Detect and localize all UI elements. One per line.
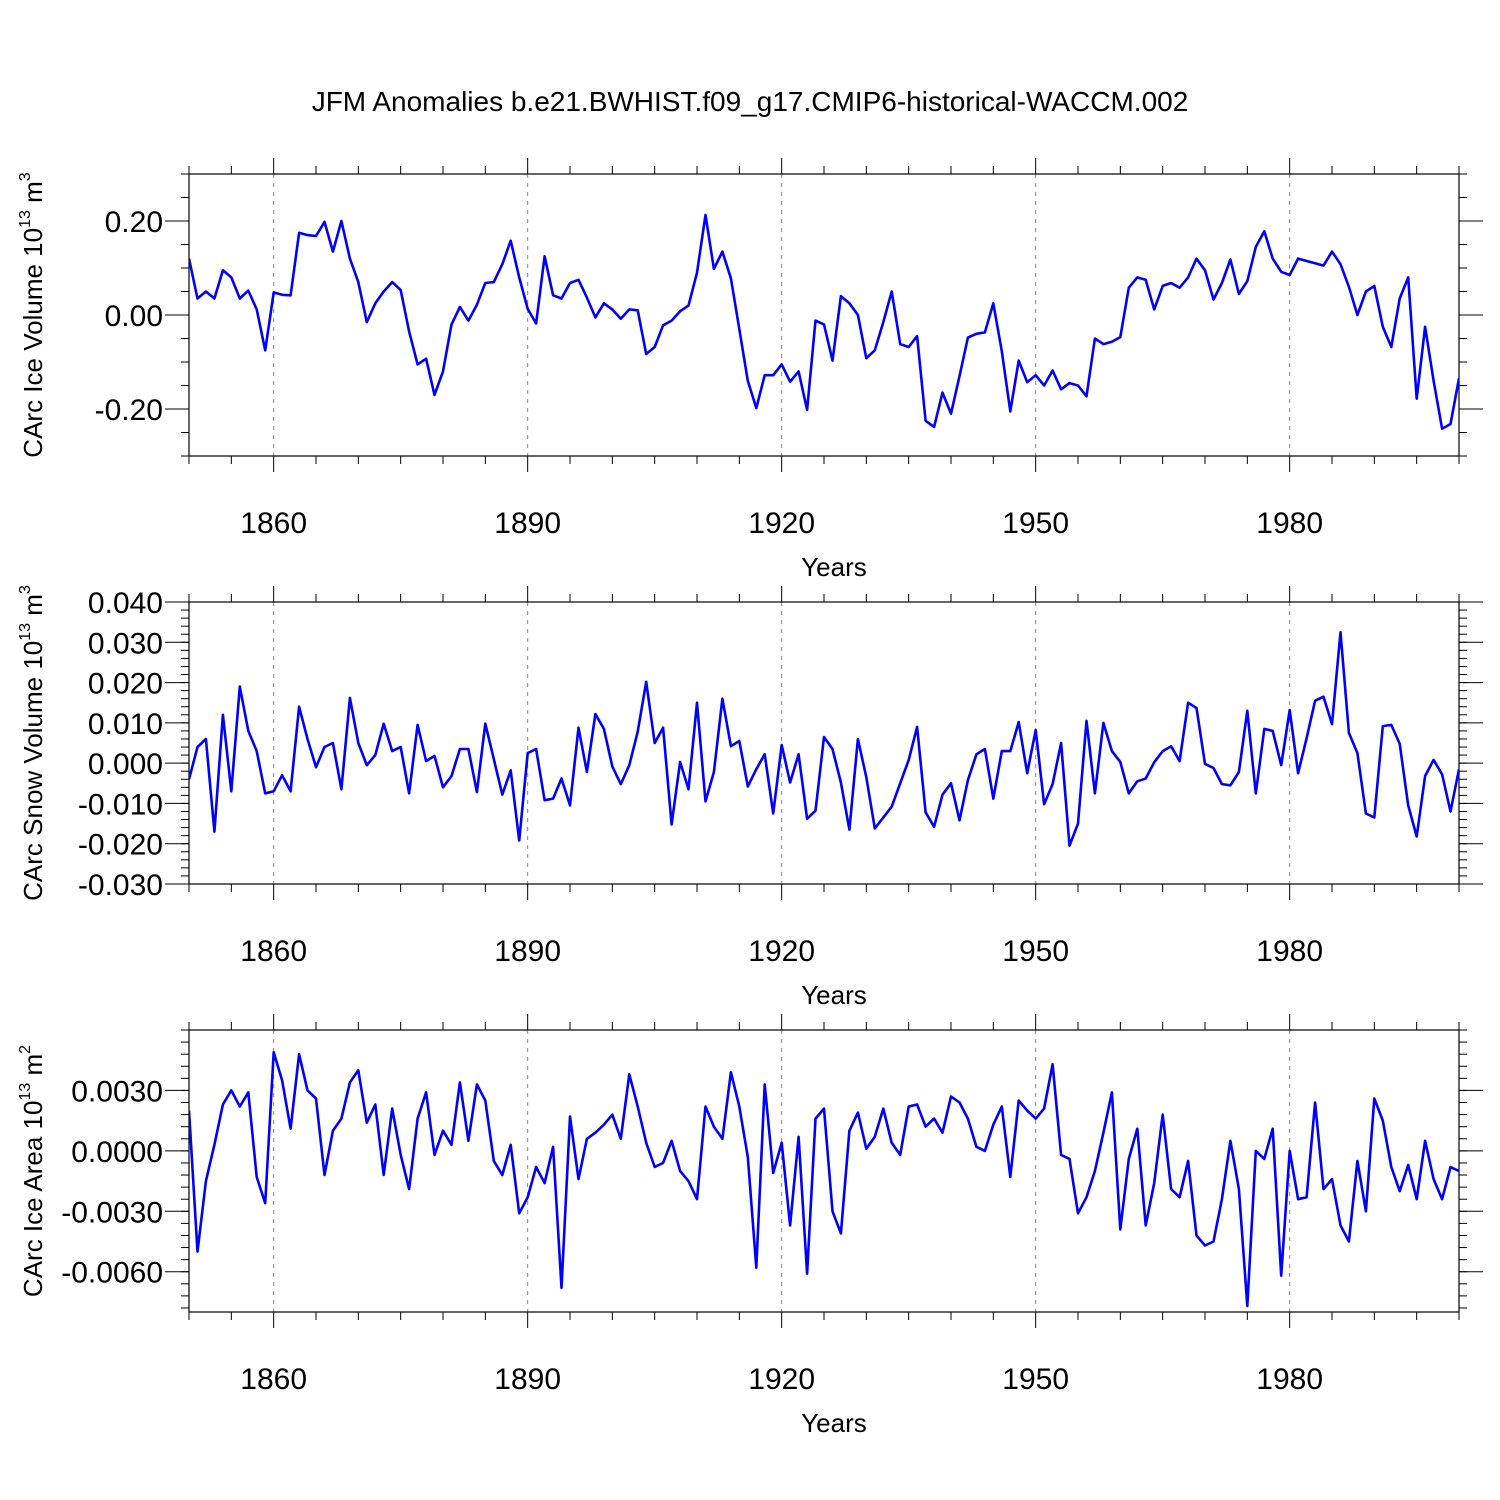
y-tick-label: 0.000 — [88, 748, 163, 781]
x-axis-label: Years — [801, 552, 867, 582]
x-tick-label: 1920 — [748, 935, 815, 968]
x-tick-label: 1920 — [748, 507, 815, 540]
x-axis-label: Years — [801, 980, 867, 1010]
chart-panel-2: 1860 1890 1920 1950 1980 0.040 0.030 0.020 0.010… — [17, 585, 1483, 1010]
x-tick-label: 1950 — [1002, 1363, 1069, 1396]
y-tick-label: -0.0030 — [61, 1196, 163, 1229]
series-line-2 — [189, 630, 1459, 848]
y-tick-label: -0.010 — [78, 788, 163, 821]
y-tick-label: -0.20 — [95, 394, 163, 427]
x-tick-label: 1980 — [1256, 507, 1323, 540]
figure-title: JFM Anomalies b.e21.BWHIST.f09_g17.CMIP6… — [312, 86, 1189, 117]
x-tick-label: 1890 — [494, 1363, 561, 1396]
y-tick-label: 0.010 — [88, 708, 163, 741]
y-tick-label: 0.0000 — [71, 1136, 163, 1169]
x-tick-label: 1950 — [1002, 507, 1069, 540]
y-tick-label: 0.030 — [88, 627, 163, 660]
x-tick-label: 1950 — [1002, 935, 1069, 968]
x-tick-label: 1860 — [240, 935, 307, 968]
y-tick-label: -0.0060 — [61, 1257, 163, 1290]
plot-frame — [188, 173, 1460, 457]
y-tick-label: 0.040 — [88, 587, 163, 620]
y-tick-label: 0.0030 — [71, 1075, 163, 1108]
y-axis-label: CArc Ice Area 1013 m2 — [17, 1045, 48, 1297]
y-tick-label: -0.020 — [78, 829, 163, 862]
x-tick-label: 1890 — [494, 507, 561, 540]
chart-panel-1: 1860 1890 1920 1950 1980 0.20 0.00 -0.20 Years CA… — [17, 158, 1483, 582]
y-axis-label: CArc Ice Volume 1013 m3 — [17, 172, 48, 457]
series-line-1 — [189, 213, 1459, 431]
x-axis-label: Years — [801, 1408, 867, 1438]
x-tick-label: 1890 — [494, 935, 561, 968]
plot-frame — [188, 1029, 1460, 1313]
y-tick-label: -0.030 — [78, 869, 163, 902]
chart-panel-3: 1860 1890 1920 1950 1980 0.0030 0.0000 -0.0030 -… — [17, 1014, 1483, 1438]
series-line-3 — [189, 1050, 1459, 1308]
y-tick-label: 0.020 — [88, 668, 163, 701]
x-tick-label: 1920 — [748, 1363, 815, 1396]
x-tick-label: 1860 — [240, 1363, 307, 1396]
chart-panels: 1860 1890 1920 1950 1980 0.20 0.00 -0.20 Years CA… — [17, 158, 1483, 1438]
y-axis-label: CArc Snow Volume 1013 m3 — [17, 585, 48, 901]
y-tick-label: 0.00 — [105, 300, 163, 333]
x-tick-label: 1860 — [240, 507, 307, 540]
y-tick-label: 0.20 — [105, 206, 163, 239]
x-tick-label: 1980 — [1256, 935, 1323, 968]
x-tick-label: 1980 — [1256, 1363, 1323, 1396]
